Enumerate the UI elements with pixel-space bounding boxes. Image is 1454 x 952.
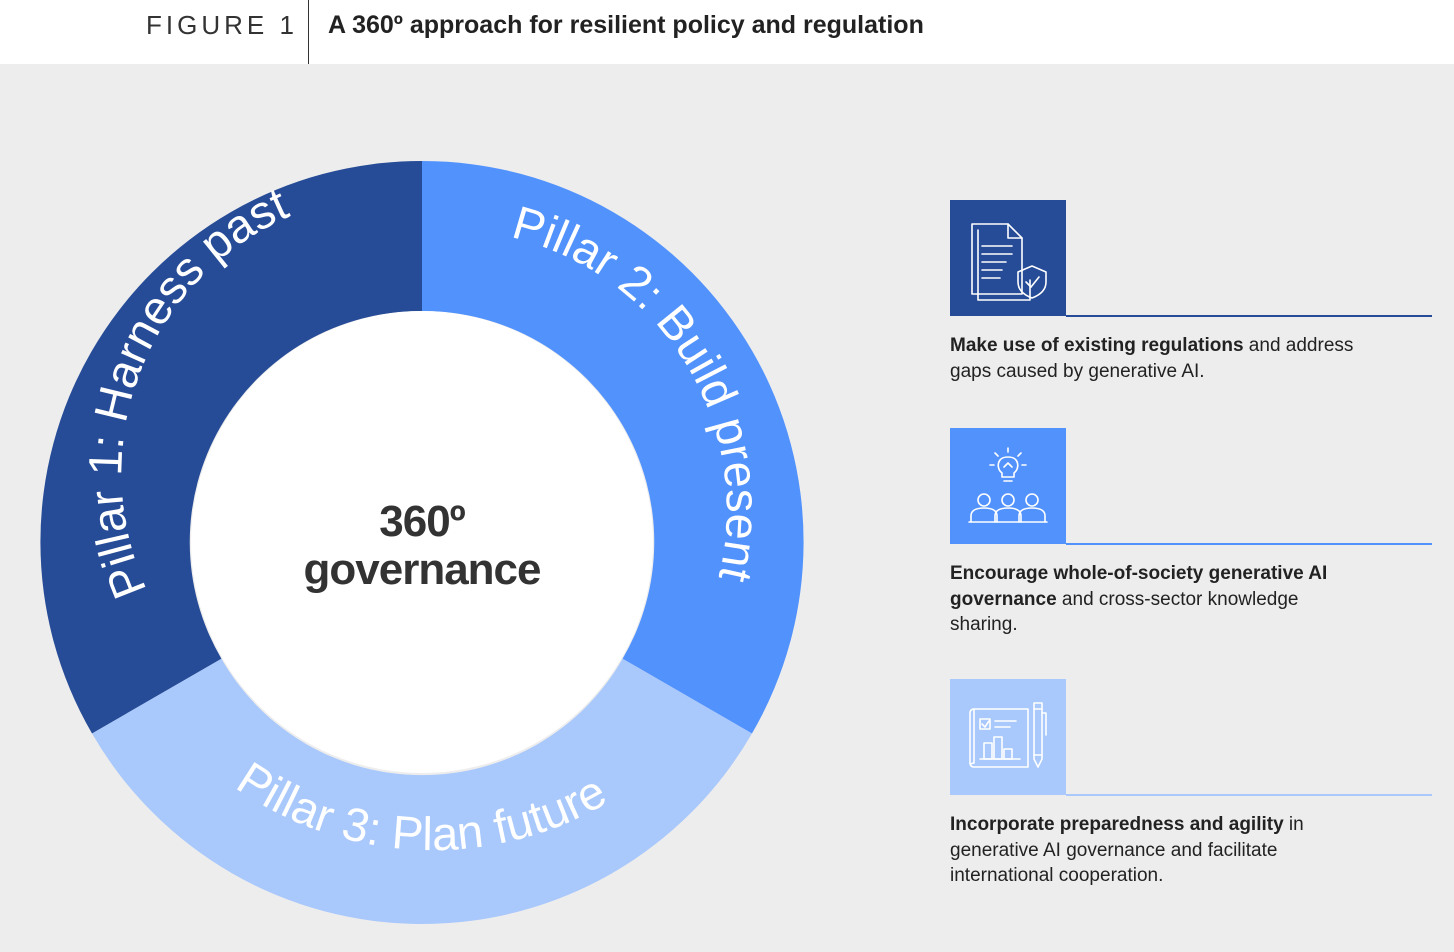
header-divider — [308, 0, 309, 64]
item-3-rest: in generative AI governance and facilita… — [950, 814, 1304, 886]
item-2-rest: and cross-sector knowledge sharing. — [950, 588, 1299, 636]
item-2-text: Encourage whole-of-society generative AI… — [950, 561, 1370, 638]
item-1-rest: and address gaps caused by generative AI… — [950, 335, 1354, 382]
pillar-2-segment — [422, 160, 804, 734]
item-1-rule — [1066, 315, 1432, 317]
figure-panel: Pillar 1: Harness past Pillar 2: Build p… — [0, 64, 1454, 952]
center-title-line1: 360º — [379, 497, 465, 546]
item-2-bold: Encourage whole-of-society generative AI… — [950, 563, 1328, 610]
item-3-text: Incorporate preparedness and agility in … — [950, 812, 1370, 889]
pillar-3-segment — [92, 658, 752, 925]
figure-header: FIGURE 1 A 360º approach for resilient p… — [0, 0, 1454, 64]
blueprint-plan-icon — [950, 679, 1066, 795]
figure-label: FIGURE 1 — [146, 10, 298, 40]
figure-title: A 360º approach for resilient policy and… — [328, 11, 924, 39]
pillar-1-segment — [40, 160, 423, 734]
item-3-rule — [1066, 794, 1432, 796]
item-2-rule — [1066, 543, 1432, 545]
item-1-text: Make use of existing regulations and add… — [950, 333, 1370, 384]
item-1-bold: Make use of existing regulations — [950, 335, 1244, 356]
center-circle — [191, 311, 653, 773]
item-3-bold: Incorporate preparedness and agility — [950, 814, 1284, 835]
document-shield-icon — [950, 200, 1066, 316]
people-lightbulb-icon — [950, 428, 1066, 544]
governance-wheel: Pillar 1: Harness past Pillar 2: Build p… — [40, 160, 804, 925]
center-title-line2: governance — [304, 545, 541, 594]
